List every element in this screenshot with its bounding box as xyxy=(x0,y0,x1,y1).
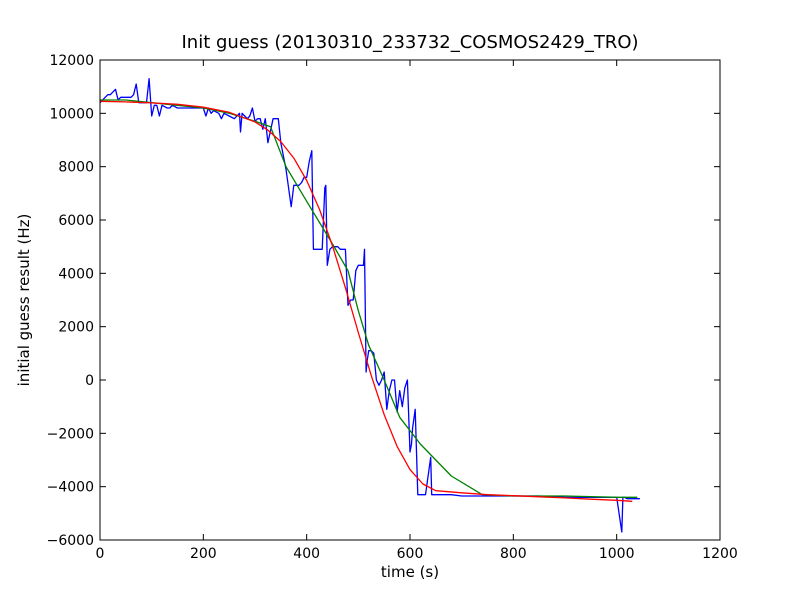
x-tick-label: 400 xyxy=(293,546,320,562)
x-tick-label: 200 xyxy=(190,546,217,562)
y-tick-label: 10000 xyxy=(49,106,94,122)
x-tick-label: 800 xyxy=(500,546,527,562)
plot-area: 0 200 400 600 800 1000 1200 −6000 −4000 −2000 0 200… xyxy=(47,53,738,562)
axes-background xyxy=(100,60,720,540)
y-axis-label: initial guess result (Hz) xyxy=(15,214,33,387)
y-tick-label: 8000 xyxy=(58,160,94,176)
y-tick-label: 2000 xyxy=(58,320,94,336)
y-tick-label: 0 xyxy=(85,373,94,389)
x-tick-label: 1200 xyxy=(702,546,738,562)
series-layer xyxy=(99,78,640,533)
y-tick-label: −2000 xyxy=(47,426,94,442)
y-tick-label: 4000 xyxy=(58,266,94,282)
x-tick-label: 0 xyxy=(96,546,105,562)
y-tick-label: −6000 xyxy=(47,533,94,549)
y-tick-label: 12000 xyxy=(49,53,94,69)
tick-layer: 0 200 400 600 800 1000 1200 −6000 −4000 −2000 0 200… xyxy=(47,53,738,562)
x-tick-label: 1000 xyxy=(599,546,635,562)
series-line-1 xyxy=(99,78,640,533)
x-tick-label: 600 xyxy=(397,546,424,562)
series-line-3 xyxy=(99,100,633,502)
chart-title: Init guess (20130310_233732_COSMOS2429_T… xyxy=(181,32,638,53)
x-axis-label: time (s) xyxy=(381,563,439,581)
y-tick-label: −4000 xyxy=(47,480,94,496)
y-tick-label: 6000 xyxy=(58,213,94,229)
